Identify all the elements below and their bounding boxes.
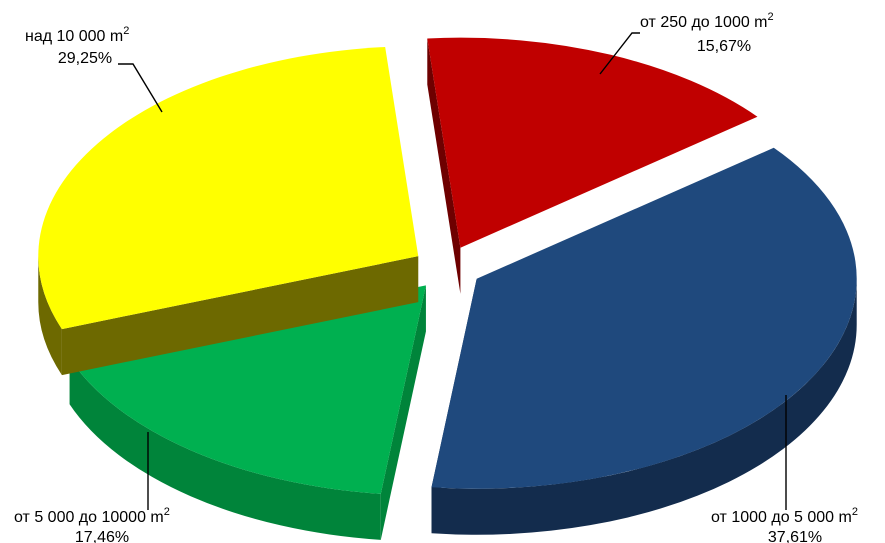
- data-label-percent: 29,25%: [58, 50, 112, 67]
- data-label-name: от 250 до 1000 m2: [640, 11, 774, 31]
- data-label-percent: 15,67%: [697, 38, 751, 55]
- leader-line: [599, 32, 640, 75]
- pie-slice: [69, 285, 426, 540]
- data-label-name: над 10 000 m2: [25, 25, 129, 45]
- pie-slice: [431, 147, 857, 535]
- data-label-name: от 5 000 до 10000 m2: [14, 506, 170, 526]
- data-label-percent: 17,46%: [75, 529, 129, 543]
- data-label-percent: 37,61%: [768, 529, 822, 543]
- pie-slice: [38, 46, 419, 376]
- pie-slice: [427, 37, 758, 294]
- leader-line: [118, 63, 163, 113]
- data-label-name: от 1000 до 5 000 m2: [711, 506, 858, 526]
